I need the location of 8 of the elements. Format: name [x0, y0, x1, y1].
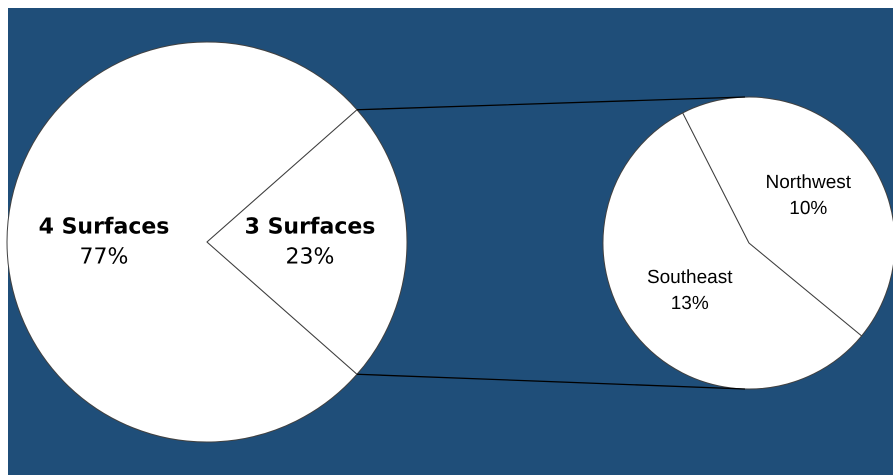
data-label: 77% [80, 244, 128, 270]
slice-label: Southeast [646, 267, 734, 288]
data-label: 23% [286, 244, 334, 270]
data-label: 13% [670, 292, 709, 314]
slice-label: 3 Surfaces [244, 214, 376, 240]
slice-label: 4 Surfaces [38, 214, 170, 240]
data-label: 10% [789, 198, 828, 219]
slice-label: Northwest [766, 172, 852, 194]
